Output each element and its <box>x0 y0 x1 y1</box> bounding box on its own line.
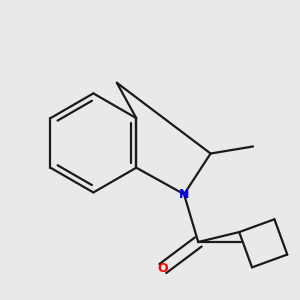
Text: O: O <box>158 262 168 275</box>
Text: N: N <box>179 188 189 201</box>
